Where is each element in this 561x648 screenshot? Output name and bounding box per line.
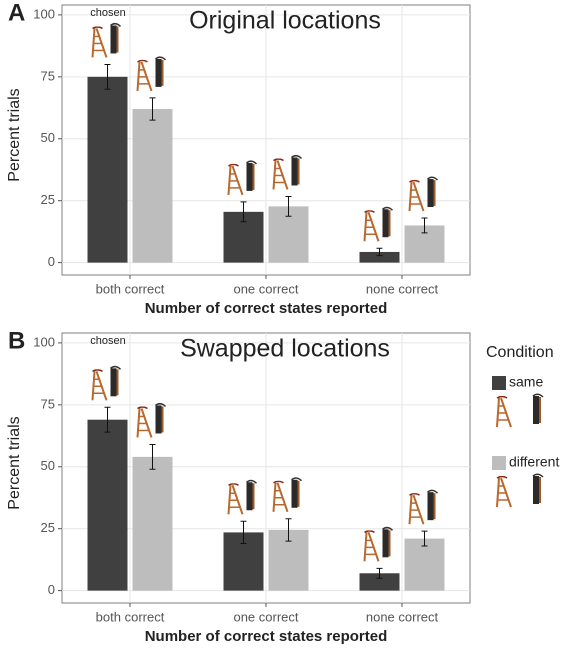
y-axis-title: Percent trials [6,88,23,181]
bar [132,456,173,591]
error-bar [240,520,247,545]
ladder-icon [496,476,512,508]
x-axis-title: Number of correct states reported [145,300,388,317]
error-bar [376,247,383,257]
y-tick-label: 75 [41,396,55,411]
error-bar [104,406,111,433]
y-tick-label: 100 [33,334,55,349]
bar [132,109,173,263]
legend-swatch [492,376,506,390]
y-tick-label: 0 [48,254,55,269]
ladder-icon [496,396,512,428]
legend-label: same [509,374,543,390]
x-tick-label: both correct [96,609,165,624]
error-bar [421,530,428,547]
error-bar [421,217,428,234]
bar [404,538,445,591]
bar [87,419,128,591]
bar [359,251,400,263]
legend-label: different [509,454,559,470]
y-tick-label: 25 [41,520,55,535]
x-tick-label: none correct [366,609,439,624]
error-bar [285,195,292,217]
bar [359,573,400,591]
panel-label: A [8,0,25,26]
legend-swatch [492,456,506,470]
chart-title: Swapped locations [180,335,390,363]
legend-title: Condition [486,344,554,361]
bar [87,76,128,263]
y-tick-label: 0 [48,582,55,597]
ladder-icon [532,393,544,425]
y-tick-label: 50 [41,130,55,145]
x-axis-title: Number of correct states reported [145,628,388,645]
y-tick-label: 25 [41,192,55,207]
x-tick-label: both correct [96,281,165,296]
annotation: chosen [90,7,125,19]
error-bar [149,97,156,121]
panel-label: B [8,327,25,354]
y-tick-label: 75 [41,68,55,83]
ladder-icon [532,473,544,505]
chart-title: Original locations [189,7,381,35]
x-tick-label: one correct [233,281,298,296]
y-axis-title: Percent trials [6,416,23,509]
y-tick-label: 100 [33,6,55,21]
error-bar [104,63,111,90]
annotation: chosen [90,335,125,347]
error-bar [285,518,292,542]
error-bar [376,567,383,579]
error-bar [149,443,156,470]
y-tick-label: 50 [41,458,55,473]
error-bar [240,201,247,223]
x-tick-label: one correct [233,609,298,624]
x-tick-label: none correct [366,281,439,296]
